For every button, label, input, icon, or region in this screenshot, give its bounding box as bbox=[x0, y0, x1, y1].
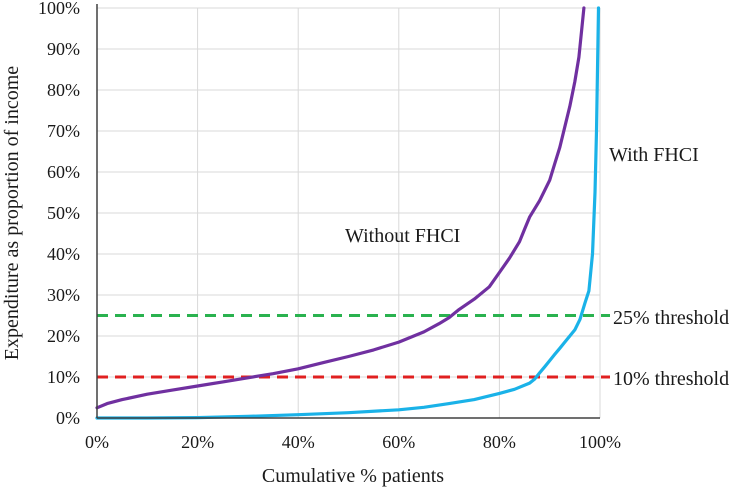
series-lines bbox=[95, 6, 601, 420]
series-line-without-fhci bbox=[95, 6, 586, 410]
y-tick-label: 0% bbox=[56, 408, 80, 428]
y-tick-label: 30% bbox=[47, 285, 80, 305]
threshold-label-25: 25% threshold bbox=[613, 307, 729, 329]
tick-labels: 0% 10% 20% 30% 40% 50% 60% 70% 80% 90% 100% 0% 20% 40… bbox=[38, 0, 621, 452]
x-axis-title: Cumulative % patients bbox=[262, 465, 444, 487]
y-tick-label: 90% bbox=[47, 39, 80, 59]
y-tick-label: 60% bbox=[47, 162, 80, 182]
x-tick-label: 0% bbox=[85, 432, 109, 452]
x-tick-label: 80% bbox=[483, 432, 516, 452]
x-tick-label: 100% bbox=[579, 432, 621, 452]
x-tick-label: 40% bbox=[282, 432, 315, 452]
x-tick-label: 20% bbox=[181, 432, 214, 452]
y-tick-label: 10% bbox=[47, 367, 80, 387]
annotation-with-fhci: With FHCI bbox=[609, 144, 699, 166]
series-line-with-fhci bbox=[95, 6, 601, 420]
axes bbox=[96, 4, 600, 419]
y-axis-title: Expenditure as proportion of income bbox=[1, 66, 23, 360]
x-tick-label: 60% bbox=[382, 432, 415, 452]
y-tick-label: 50% bbox=[47, 203, 80, 223]
y-tick-label: 80% bbox=[47, 80, 80, 100]
threshold-lines bbox=[97, 314, 610, 379]
threshold-label-10: 10% threshold bbox=[613, 368, 729, 390]
y-tick-label: 70% bbox=[47, 121, 80, 141]
annotation-without-fhci: Without FHCI bbox=[345, 225, 460, 247]
y-tick-label: 40% bbox=[47, 244, 80, 264]
grid bbox=[97, 7, 601, 418]
y-tick-label: 20% bbox=[47, 326, 80, 346]
y-tick-label: 100% bbox=[38, 0, 80, 18]
